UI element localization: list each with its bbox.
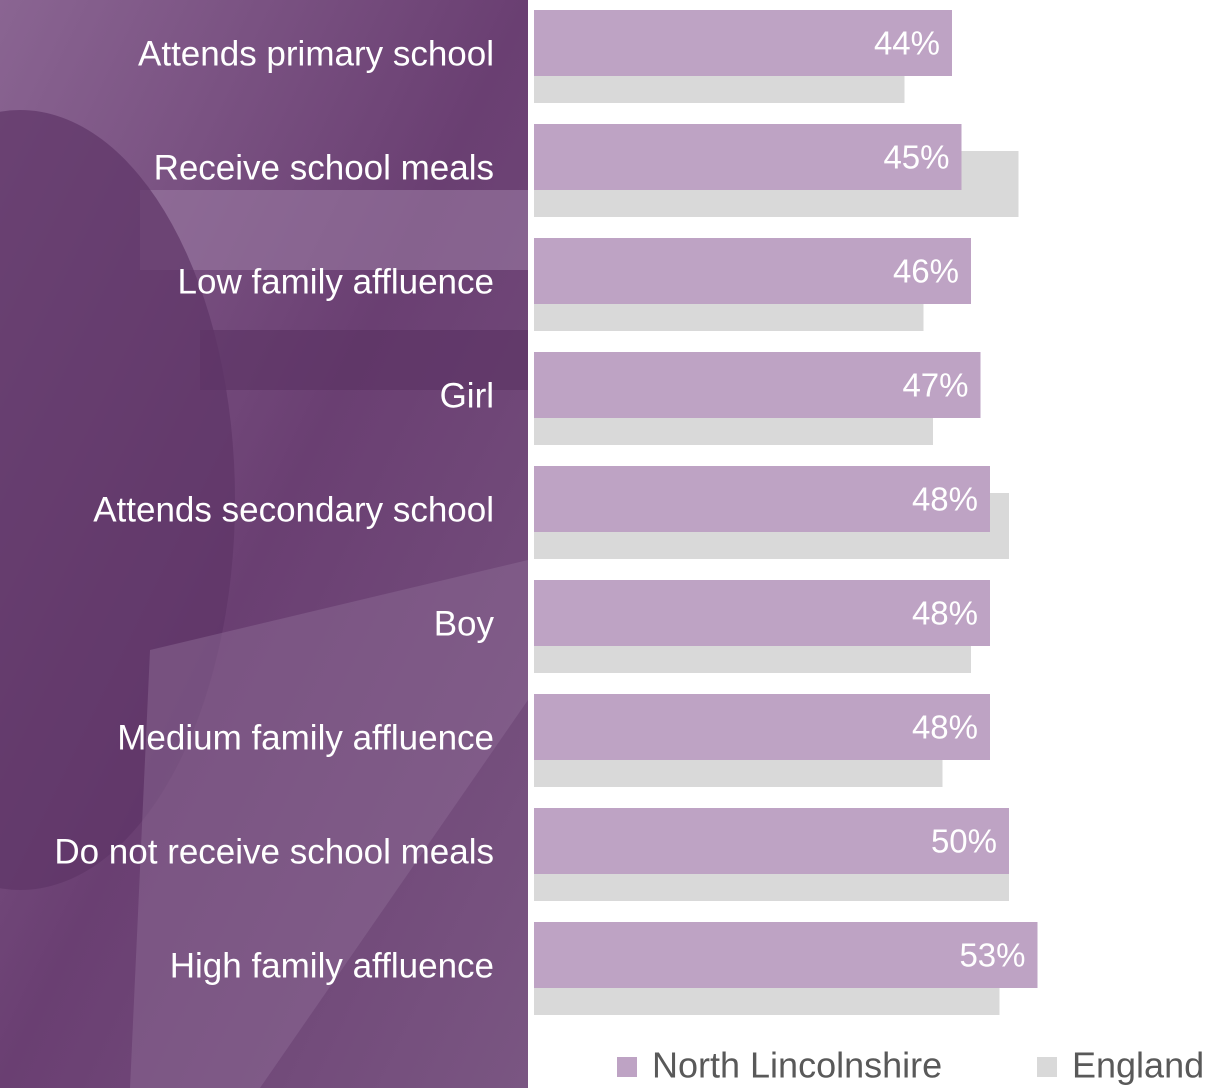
- bar: [534, 922, 1038, 988]
- value-label: 46%: [893, 253, 959, 290]
- category-label: Boy: [434, 604, 495, 643]
- bar: [534, 124, 962, 190]
- bar: [534, 580, 990, 646]
- value-label: 48%: [912, 481, 978, 518]
- category-label: Low family affluence: [178, 262, 494, 301]
- bar: [534, 238, 971, 304]
- value-label: 47%: [902, 367, 968, 404]
- value-label: 48%: [912, 595, 978, 632]
- bar: [534, 352, 981, 418]
- category-label: Attends primary school: [138, 34, 494, 73]
- legend-label: North Lincolnshire: [652, 1045, 942, 1086]
- category-label: Attends secondary school: [93, 490, 494, 529]
- bar: [534, 808, 1009, 874]
- category-label: Medium family affluence: [117, 718, 494, 757]
- legend-swatch: [1037, 1057, 1057, 1077]
- legend-label: England: [1072, 1045, 1204, 1086]
- background-photo: [0, 0, 528, 1088]
- bar: [534, 10, 952, 76]
- value-label: 48%: [912, 709, 978, 746]
- bar: [534, 694, 990, 760]
- category-label: Do not receive school meals: [54, 832, 494, 871]
- category-label: Receive school meals: [154, 148, 494, 187]
- value-label: 53%: [959, 937, 1025, 974]
- bar: [534, 466, 990, 532]
- value-label: 44%: [874, 25, 940, 62]
- value-label: 45%: [883, 139, 949, 176]
- legend-swatch: [617, 1057, 637, 1077]
- category-label: Girl: [440, 376, 494, 415]
- category-label: High family affluence: [170, 946, 494, 985]
- value-label: 50%: [931, 823, 997, 860]
